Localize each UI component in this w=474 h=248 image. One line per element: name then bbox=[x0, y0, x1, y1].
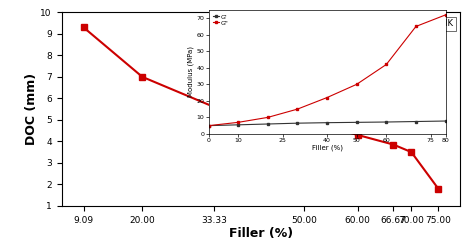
G" bbox=[206, 124, 211, 127]
PEG-diacrylate & LTA-5A & BDMK bbox=[139, 75, 145, 78]
G' bbox=[383, 121, 389, 124]
G" bbox=[354, 83, 360, 86]
G' bbox=[206, 124, 211, 127]
G" bbox=[324, 96, 330, 99]
Line: G": G" bbox=[207, 13, 447, 127]
PEG-diacrylate & LTA-5A & BDMK bbox=[391, 143, 396, 146]
PEG-diacrylate & LTA-5A & BDMK bbox=[301, 118, 307, 121]
G" bbox=[294, 108, 301, 111]
G" bbox=[235, 121, 241, 124]
G" bbox=[265, 116, 271, 119]
G' bbox=[265, 123, 271, 125]
G' bbox=[443, 120, 448, 123]
X-axis label: Filler (%): Filler (%) bbox=[228, 227, 293, 240]
G" bbox=[383, 63, 389, 66]
PEG-diacrylate & LTA-5A & BDMK bbox=[409, 151, 414, 154]
G' bbox=[294, 122, 301, 125]
G' bbox=[235, 123, 241, 126]
G' bbox=[354, 121, 360, 124]
Legend: G', G": G', G" bbox=[212, 13, 230, 27]
Y-axis label: Modulus (MPa): Modulus (MPa) bbox=[187, 46, 194, 97]
Line: PEG-diacrylate & LTA-5A & BDMK: PEG-diacrylate & LTA-5A & BDMK bbox=[81, 25, 441, 191]
Legend: PEG-diacrylate & LTA-5A & BDMK: PEG-diacrylate & LTA-5A & BDMK bbox=[297, 17, 456, 31]
G" bbox=[413, 25, 419, 28]
PEG-diacrylate & LTA-5A & BDMK bbox=[436, 187, 441, 190]
Line: G': G' bbox=[207, 120, 447, 127]
G' bbox=[324, 121, 330, 124]
PEG-diacrylate & LTA-5A & BDMK bbox=[211, 105, 217, 108]
PEG-diacrylate & LTA-5A & BDMK bbox=[355, 133, 360, 136]
G' bbox=[413, 120, 419, 123]
PEG-diacrylate & LTA-5A & BDMK bbox=[81, 26, 86, 29]
X-axis label: Filler (%): Filler (%) bbox=[311, 145, 343, 151]
Y-axis label: DOC (mm): DOC (mm) bbox=[25, 73, 37, 145]
G" bbox=[443, 13, 448, 16]
